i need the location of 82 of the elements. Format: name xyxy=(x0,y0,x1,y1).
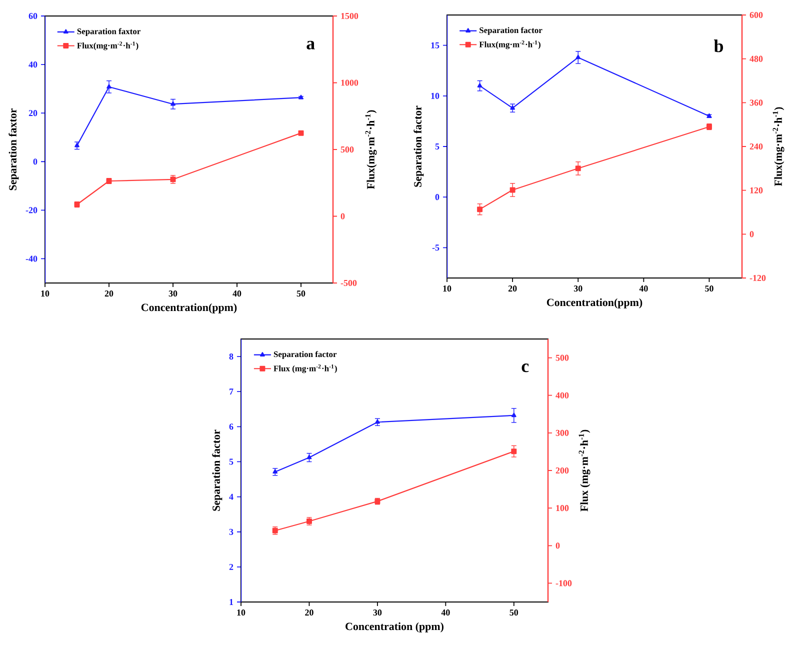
y-tick-label: 60 xyxy=(28,12,38,20)
y2-tick-label: 240 xyxy=(750,143,763,150)
point xyxy=(576,54,581,60)
y-tick-label: 1 xyxy=(230,599,234,605)
y-tick-label: -5 xyxy=(432,244,440,251)
point xyxy=(477,206,483,212)
y2-axis-title: Flux(mg·m$^{-2}$·h$^{-1}$) xyxy=(365,110,377,190)
y2-tick-label: 0 xyxy=(556,542,560,549)
y-tick-label: -20 xyxy=(26,207,38,214)
point xyxy=(575,166,581,172)
y2-tick-label: 300 xyxy=(556,430,569,436)
y2-axis-title: Flux(mg·m$^{-2}$·h$^{-1}$) xyxy=(772,107,784,186)
legend-label: Flux(mg·m$^{-2}$·h$^{-1}$) xyxy=(77,42,138,50)
y2-tick-label: 100 xyxy=(556,505,569,512)
x-tick-label: 30 xyxy=(373,610,382,616)
y2-tick-label: 360 xyxy=(750,100,763,106)
y-tick-label: 5 xyxy=(229,458,234,465)
x-tick-label: 10 xyxy=(41,290,50,297)
x-tick-label: 20 xyxy=(305,610,314,616)
legend-label: Separation faxtor xyxy=(77,28,140,36)
x-axis-title: Concentration (ppm) xyxy=(346,622,444,632)
y2-tick-label: 500 xyxy=(556,354,569,361)
y2-tick-label: 400 xyxy=(556,392,569,398)
y-axis-title: Separation faxtor xyxy=(8,108,19,190)
x-tick-label: 20 xyxy=(104,290,114,297)
legend-label: Separation factor xyxy=(274,351,337,359)
y2-tick-label: 0 xyxy=(750,231,754,238)
y-axis-title: Separation factor xyxy=(212,430,222,511)
x-tick-label: 20 xyxy=(508,285,517,292)
x-tick-label: 40 xyxy=(441,610,450,616)
point xyxy=(477,83,482,88)
x-tick-label: 50 xyxy=(705,285,714,292)
y2-tick-label: 1500 xyxy=(341,12,358,20)
x-tick-label: 10 xyxy=(237,610,246,616)
y-tick-label: 5 xyxy=(435,144,440,150)
x-axis-title: Concentration(ppm) xyxy=(546,298,642,308)
point xyxy=(510,105,516,110)
x-tick-label: 50 xyxy=(296,290,306,297)
y-tick-label: 7 xyxy=(230,388,234,395)
y2-tick-label: -500 xyxy=(340,280,357,286)
annotation: a xyxy=(306,40,315,50)
x-tick-label: 30 xyxy=(168,290,178,297)
y2-tick-label: 0 xyxy=(340,213,345,220)
y-axis-title: Separation factor xyxy=(414,106,424,187)
legend-label: Separation factor xyxy=(480,27,542,35)
y2-tick-label: 120 xyxy=(750,187,763,194)
y2-tick-label: 500 xyxy=(340,146,354,153)
x-tick-label: 50 xyxy=(510,610,518,616)
y2-tick-label: 600 xyxy=(750,12,763,18)
y-tick-label: 0 xyxy=(33,158,38,165)
annotation: c xyxy=(522,364,529,372)
y-tick-label: 0 xyxy=(435,194,440,200)
y2-tick-label: -100 xyxy=(556,580,572,586)
y-tick-label: 15 xyxy=(431,42,440,48)
x-tick-label: 10 xyxy=(443,285,452,292)
annotation: b xyxy=(714,40,724,52)
y-tick-label: 40 xyxy=(28,62,38,68)
y2-tick-label: -120 xyxy=(750,274,766,282)
y-tick-label: 4 xyxy=(229,494,234,500)
point xyxy=(511,412,516,418)
x-tick-label: 40 xyxy=(639,285,648,292)
y-tick-label: 3 xyxy=(229,528,234,535)
point xyxy=(510,187,516,193)
y2-tick-label: 200 xyxy=(556,467,569,474)
legend-label: Flux (mg·m$^{-2}$·h$^{-1}$) xyxy=(274,364,337,374)
point xyxy=(106,84,112,89)
y-tick-label: 6 xyxy=(229,424,234,430)
point xyxy=(170,101,176,106)
y-tick-label: -40 xyxy=(26,256,38,262)
y2-tick-label: 480 xyxy=(750,56,763,62)
x-tick-label: 30 xyxy=(574,285,582,292)
x-axis-title: Concentration(ppm) xyxy=(141,303,237,314)
point xyxy=(298,130,304,136)
point xyxy=(511,448,517,454)
point xyxy=(374,419,380,424)
legend-label: Flux(mg·m$^{-2}$·h$^{-1}$) xyxy=(479,40,540,50)
y-tick-label: 20 xyxy=(28,110,38,116)
y-tick-label: 10 xyxy=(431,92,440,99)
y2-tick-label: 1000 xyxy=(341,80,358,86)
y-tick-label: 8 xyxy=(229,354,234,360)
y2-axis-title: Flux (mg·m$^{-2}$·h$^{-1}$) xyxy=(578,430,590,512)
y-tick-label: 2 xyxy=(229,564,234,570)
